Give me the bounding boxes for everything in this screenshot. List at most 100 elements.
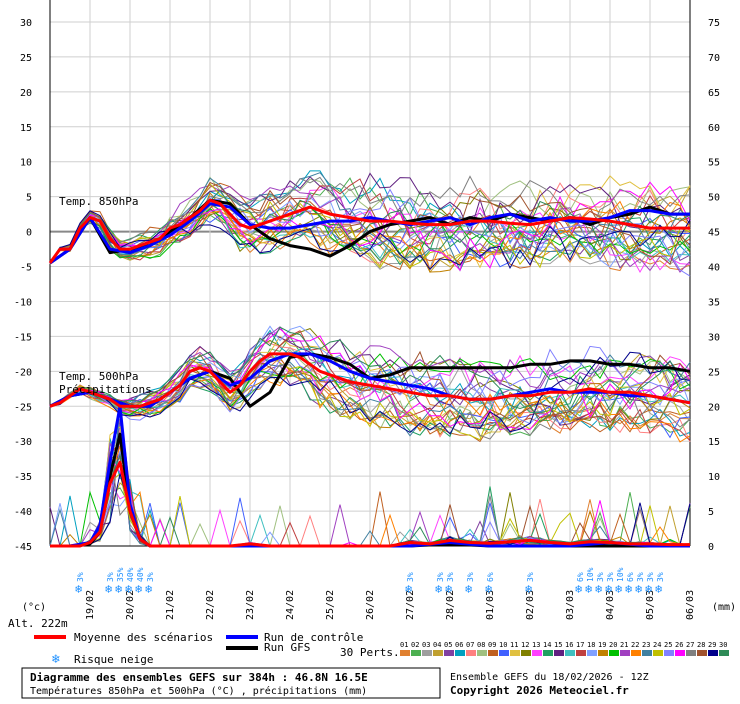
title-box <box>21 667 441 699</box>
pert-swatch-26 <box>675 650 685 656</box>
y-right-tick-0: 75 <box>708 18 720 29</box>
y-right-tick-3: 60 <box>708 123 720 134</box>
y-label-left: (°c) <box>22 602 46 613</box>
pert-swatch-30 <box>719 650 729 656</box>
pert-number-21: 21 <box>620 641 628 649</box>
y-right-tick-1: 70 <box>708 53 720 64</box>
snow-risk-icon-5: ❄ <box>145 582 152 596</box>
pert-swatch-19 <box>598 650 608 656</box>
pert-number-26: 26 <box>675 641 683 649</box>
pert-swatch-06 <box>455 650 465 656</box>
y-left-tick-15: -45 <box>14 542 32 553</box>
perturbation-legend: 01 02 03 04 05 06 07 08 09 10 11 12 13 14 15 16 17 18 19 20… <box>400 641 729 656</box>
panel-label-t500: Temp. 500hPa <box>59 370 138 383</box>
y-left-tick-7: -5 <box>20 263 32 274</box>
y-right-tick-7: 40 <box>708 263 720 274</box>
snow-risk-pct-1: 3% <box>106 572 115 582</box>
legend-control-label: Run de contrôle <box>264 631 363 644</box>
pert-swatch-09 <box>488 650 498 656</box>
x-axis: 19/02 20/02 21/02 22/02 23/02 24/02 25/02 26/02… <box>85 590 696 620</box>
y-right-tick-12: 15 <box>708 437 720 448</box>
snow-risk-pct-19: 3% <box>646 572 655 582</box>
pert-number-28: 28 <box>697 641 705 649</box>
legend: Moyenne des scénarios Run de contrôle Ru… <box>34 631 729 667</box>
snow-risk-pct-8: 3% <box>446 572 455 582</box>
x-tick-11: 02/03 <box>525 590 536 620</box>
panel-label-precip: Précipitations <box>59 383 152 396</box>
pert-number-30: 30 <box>719 641 727 649</box>
chart-subtitle: Températures 850hPa et 500hPa (°C) , pré… <box>30 685 367 697</box>
y-right-tick-15: 0 <box>708 542 714 553</box>
snow-risk-icon-1: ❄ <box>105 582 112 596</box>
pert-swatch-17 <box>576 650 586 656</box>
y-right-tick-4: 55 <box>708 158 720 169</box>
snow-risk-pct-12: 6% <box>576 572 585 582</box>
x-tick-13: 04/03 <box>605 590 616 620</box>
x-tick-14: 05/03 <box>645 590 656 620</box>
x-tick-12: 03/03 <box>565 590 576 620</box>
pert-number-14: 14 <box>543 641 551 649</box>
pert-number-19: 19 <box>598 641 606 649</box>
legend-gfs-label: Run GFS <box>264 641 310 654</box>
pert-swatch-16 <box>565 650 575 656</box>
pert-swatch-21 <box>620 650 630 656</box>
snow-risk-icon-17: ❄ <box>625 582 632 596</box>
pert-number-23: 23 <box>642 641 650 649</box>
pert-swatch-08 <box>477 650 487 656</box>
snow-risk-pct-11: 3% <box>526 572 535 582</box>
y-left-tick-3: 15 <box>20 123 32 134</box>
pert-swatch-03 <box>422 650 432 656</box>
pert-t850-29 <box>49 210 691 270</box>
y-left-tick-10: -20 <box>14 367 32 378</box>
altitude-label: Alt. 222m <box>8 617 68 630</box>
snow-risk-icon-7: ❄ <box>435 582 442 596</box>
y-right-tick-8: 35 <box>708 297 720 308</box>
x-tick-15: 06/03 <box>685 590 696 620</box>
legend-perts-label: 30 Perts. <box>340 646 400 659</box>
pert-number-06: 06 <box>455 641 463 649</box>
x-tick-5: 24/02 <box>285 590 296 620</box>
pert-swatch-01 <box>400 650 410 656</box>
snow-risk-pct-18: 3% <box>636 572 645 582</box>
pert-number-01: 01 <box>400 641 408 649</box>
pert-swatch-24 <box>653 650 663 656</box>
y-right-tick-5: 50 <box>708 193 720 204</box>
snow-risk-icon-14: ❄ <box>595 582 602 596</box>
snow-risk-icon-2: ❄ <box>115 582 122 596</box>
pert-number-27: 27 <box>686 641 694 649</box>
pert-number-20: 20 <box>609 641 617 649</box>
chart-grid <box>49 0 691 547</box>
pert-t500-19 <box>49 371 691 436</box>
snow-risk-pct-15: 3% <box>606 572 615 582</box>
pert-number-09: 09 <box>488 641 496 649</box>
snow-risk-pct-13: 10% <box>586 567 595 582</box>
pert-swatch-12 <box>521 650 531 656</box>
snow-risk-row: 3%❄3%❄35%❄40%❄40%❄3%❄3%❄3%❄3%❄3%❄6%❄3%❄6… <box>75 567 665 596</box>
snow-risk-icon-11: ❄ <box>525 582 532 596</box>
snow-risk-pct-9: 3% <box>466 572 475 582</box>
y-left-tick-11: -25 <box>14 402 32 413</box>
snow-risk-icon-8: ❄ <box>445 582 452 596</box>
x-tick-7: 26/02 <box>365 590 376 620</box>
pert-swatch-27 <box>686 650 696 656</box>
snow-risk-icon-19: ❄ <box>645 582 652 596</box>
snow-risk-icon-6: ❄ <box>405 582 412 596</box>
pert-swatch-28 <box>697 650 707 656</box>
pert-swatch-23 <box>642 650 652 656</box>
y-right-tick-13: 10 <box>708 472 720 483</box>
x-tick-9: 28/02 <box>445 590 456 620</box>
pert-swatch-07 <box>466 650 476 656</box>
chart-title: Diagramme des ensembles GEFS sur 384h : … <box>30 671 368 684</box>
y-left-tick-13: -35 <box>14 472 32 483</box>
y-right-tick-9: 30 <box>708 332 720 343</box>
pert-number-29: 29 <box>708 641 716 649</box>
snow-risk-icon-15: ❄ <box>605 582 612 596</box>
series-t850-moyenne-des-scénarios <box>48 198 690 264</box>
y-left-tick-9: -15 <box>14 332 32 343</box>
pert-t850-26 <box>49 181 691 272</box>
x-tick-3: 22/02 <box>205 590 216 620</box>
y-left-tick-8: -10 <box>14 297 32 308</box>
pert-number-11: 11 <box>510 641 518 649</box>
pert-number-07: 07 <box>466 641 474 649</box>
